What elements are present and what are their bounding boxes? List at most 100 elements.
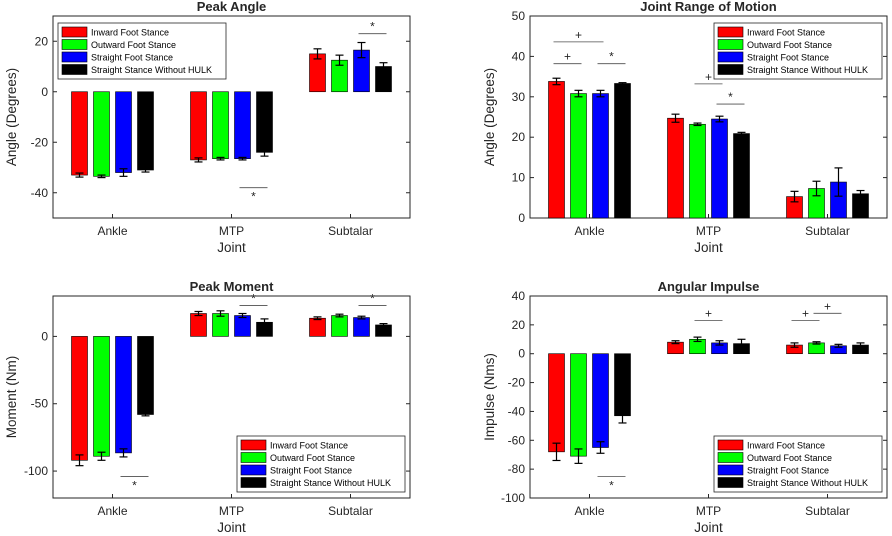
y-tick-label: -50 (31, 397, 49, 411)
significance-star: * (132, 478, 137, 492)
significance-star: * (609, 50, 614, 64)
legend-swatch (717, 26, 744, 38)
y-axis-label: Moment (Nm) (4, 356, 19, 439)
legend-swatch (61, 26, 88, 38)
x-tick-label: Ankle (97, 224, 127, 238)
y-tick-label: -20 (31, 135, 49, 149)
x-tick-label: Subtalar (328, 504, 373, 518)
x-tick-label: MTP (696, 224, 721, 238)
x-tick-label: MTP (219, 224, 244, 238)
bar-straight-stance-without-hulk-ankle (614, 353, 631, 417)
chart-title: Peak Angle (197, 0, 267, 14)
significance-star: * (251, 190, 256, 204)
legend-entry: Straight Stance Without HULK (747, 478, 868, 488)
y-axis-label: Impulse (Nms) (482, 353, 497, 441)
y-tick-label: -60 (508, 433, 526, 447)
significance-star: * (728, 90, 733, 104)
legend-swatch (240, 464, 267, 476)
x-axis-label: Joint (217, 520, 246, 535)
legend-swatch (717, 39, 744, 50)
legend-swatch (717, 51, 744, 63)
legend-entry: Straight Foot Stance (91, 53, 173, 63)
legend: Inward Foot Stance Outward Foot Stance Str… (713, 22, 883, 80)
bar-inward-foot-stance-ankle (548, 353, 565, 453)
legend-entry: Outward Foot Stance (747, 40, 832, 50)
legend-entry: Outward Foot Stance (270, 453, 355, 463)
legend-swatch (717, 439, 744, 451)
legend-swatch (717, 464, 744, 476)
legend-entry: Straight Stance Without HULK (747, 65, 868, 75)
x-tick-label: Subtalar (805, 224, 850, 238)
y-tick-label: -80 (508, 462, 526, 476)
y-tick-label: 40 (512, 289, 526, 303)
y-tick-label: 0 (518, 211, 525, 225)
significance-plus: + (824, 299, 831, 313)
legend-swatch (717, 64, 744, 75)
legend-swatch (240, 439, 267, 451)
y-tick-label: -100 (24, 464, 48, 478)
x-tick-label: Ankle (574, 504, 604, 518)
x-tick-label: Subtalar (805, 504, 850, 518)
x-axis-label: Joint (694, 520, 723, 535)
legend-swatch (240, 452, 267, 463)
legend: Inward Foot Stance Outward Foot Stance Str… (236, 435, 406, 493)
legend-swatch (61, 51, 88, 63)
y-tick-label: 20 (35, 34, 49, 48)
y-tick-label: 30 (512, 90, 526, 104)
legend-entry: Straight Stance Without HULK (91, 65, 212, 75)
legend: Inward Foot Stance Outward Foot Stance Str… (713, 435, 883, 493)
legend-entry: Inward Foot Stance (91, 28, 169, 38)
y-tick-label: 40 (512, 49, 526, 63)
significance-plus: + (802, 307, 809, 321)
legend-swatch (717, 452, 744, 463)
y-tick-label: -40 (31, 186, 49, 200)
significance-star: * (609, 478, 614, 492)
y-axis-label: Angle (Degrees) (482, 68, 497, 166)
y-tick-label: 0 (41, 329, 48, 343)
legend-entry: Outward Foot Stance (747, 453, 832, 463)
significance-star: * (251, 291, 256, 305)
legend-swatch (240, 477, 267, 488)
legend: Inward Foot Stance Outward Foot Stance Str… (57, 22, 227, 80)
legend-entry: Straight Stance Without HULK (270, 478, 391, 488)
y-tick-label: 10 (512, 171, 526, 185)
y-tick-label: 20 (512, 130, 526, 144)
significance-plus: + (705, 70, 712, 84)
legend-entry: Straight Foot Stance (270, 466, 352, 476)
legend-swatch (717, 477, 744, 488)
bar-straight-foot-stance-ankle (592, 353, 609, 448)
significance-plus: + (575, 28, 582, 42)
legend-entry: Straight Foot Stance (747, 466, 829, 476)
significance-plus: + (564, 50, 571, 64)
y-tick-label: 50 (512, 9, 526, 23)
legend-entry: Outward Foot Stance (91, 40, 176, 50)
y-tick-label: -100 (501, 491, 525, 505)
x-tick-label: MTP (696, 504, 721, 518)
x-tick-label: MTP (219, 504, 244, 518)
y-tick-label: -40 (508, 404, 526, 418)
legend-entry: Inward Foot Stance (747, 441, 825, 451)
y-axis-label: Angle (Degrees) (4, 68, 19, 166)
x-tick-label: Subtalar (328, 224, 373, 238)
legend-swatch (61, 39, 88, 50)
y-tick-label: 0 (41, 85, 48, 99)
chart-title: Peak Moment (190, 279, 274, 294)
significance-star: * (370, 291, 375, 305)
x-axis-label: Joint (217, 240, 246, 255)
chart-title: Angular Impulse (658, 279, 760, 294)
legend-swatch (61, 64, 88, 75)
legend-entry: Straight Foot Stance (747, 53, 829, 63)
significance-star: * (370, 20, 375, 34)
bar-outward-foot-stance-ankle (570, 353, 587, 457)
x-axis-label: Joint (694, 240, 723, 255)
chart-title: Joint Range of Motion (640, 0, 777, 14)
x-tick-label: Ankle (574, 224, 604, 238)
x-tick-label: Ankle (97, 504, 127, 518)
y-tick-label: 20 (512, 318, 526, 332)
legend-entry: Inward Foot Stance (747, 28, 825, 38)
